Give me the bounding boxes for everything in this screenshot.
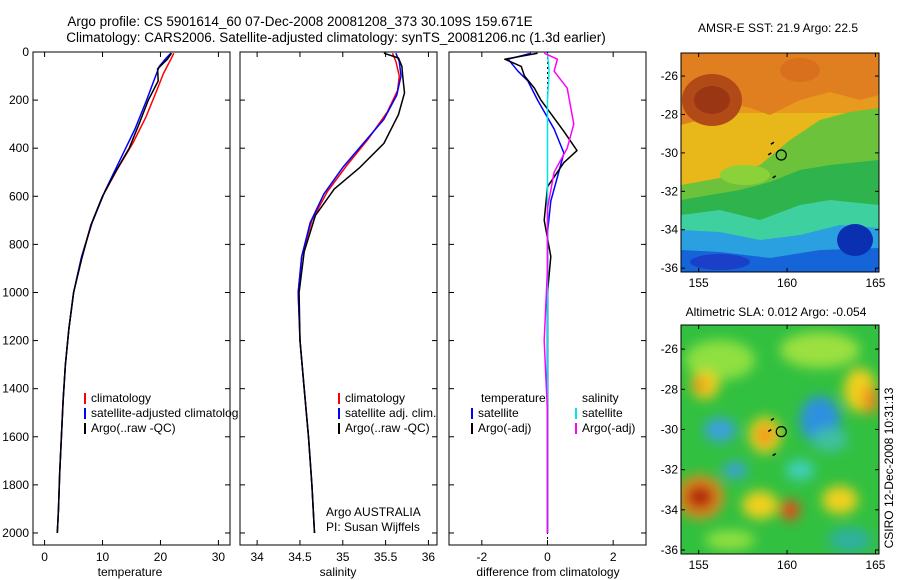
y-tick-label: 1400 <box>2 382 29 396</box>
temperature-xlabel: temperature <box>98 565 163 579</box>
map-y-tick-label: -30 <box>661 146 679 160</box>
legend-temperature-2: Argo(..raw -QC) <box>91 421 176 435</box>
sst-heatmap <box>681 53 879 272</box>
x-tick-label-temperature: 10 <box>96 550 110 564</box>
map-y-tick-label: -28 <box>661 107 679 121</box>
y-tick-label: 800 <box>9 237 29 251</box>
track-point <box>767 428 772 433</box>
series-line-difference-2 <box>546 53 550 533</box>
figure-title-line1: Argo profile: CS 5901614_60 07-Dec-2008 … <box>67 14 532 29</box>
series-line-salinity-2 <box>298 52 406 534</box>
legend-salinity-2: Argo(..raw -QC) <box>345 421 430 435</box>
legend-diff-sal-1: Argo(-adj) <box>582 421 635 435</box>
x-tick-label-salinity: 36 <box>422 550 436 564</box>
figure-title-line2: Climatology: CARS2006. Satellite-adjuste… <box>66 30 606 45</box>
sla-heatmap <box>681 325 879 554</box>
y-tick-label: 200 <box>9 93 29 107</box>
sst-map-title: AMSR-E SST: 21.9 Argo: 22.5 <box>698 21 858 35</box>
legend-diff-sal-0: satellite <box>582 406 623 420</box>
x-tick-label-salinity: 34 <box>250 550 264 564</box>
float-position-marker <box>775 426 787 438</box>
map-x-tick-label: 165 <box>865 558 885 572</box>
y-tick-label: 2000 <box>2 526 29 540</box>
y-tick-label: 400 <box>9 141 29 155</box>
y-tick-label: 1000 <box>2 285 29 299</box>
x-tick-label-difference: -2 <box>476 550 487 564</box>
series-line-temperature-2 <box>56 52 173 534</box>
sla-map-panel: Altimetric SLA: 0.012 Argo: -0.054 <box>661 305 886 572</box>
salinity-annotation-line2: PI: Susan Wijffels <box>326 520 420 534</box>
y-tick-label: 0 <box>22 45 29 59</box>
map-x-tick-label: 155 <box>689 276 709 290</box>
legend-temperature-0: climatology <box>91 391 151 405</box>
temperature-panel: 0 10 20 30 0 200 400 600 800 1000 1200 1400 1600 1800… <box>2 45 238 579</box>
map-x-tick-label: 160 <box>777 558 797 572</box>
map-x-tick-label: 160 <box>777 276 797 290</box>
x-tick-label-difference: 2 <box>610 550 617 564</box>
track-point <box>772 452 777 457</box>
map-x-tick-label: 155 <box>689 558 709 572</box>
legend-diff-temp-0: satellite <box>478 406 519 420</box>
timestamp-label: CSIRO 12-Dec-2008 10:31:13 <box>882 387 896 548</box>
map-y-tick-label: -32 <box>661 184 679 198</box>
x-tick-label-temperature: 20 <box>154 550 168 564</box>
x-tick-label-salinity: 35.5 <box>374 550 398 564</box>
legend-salinity-1: satellite adj. clim. <box>345 406 436 420</box>
map-y-tick-label: -26 <box>661 69 679 83</box>
legend-diff-temp-1: Argo(-adj) <box>478 421 531 435</box>
track-point <box>772 175 777 179</box>
y-tick-label: 1200 <box>2 334 29 348</box>
series-line-difference-3 <box>543 52 575 533</box>
legend-salinity-0: climatology <box>345 391 405 405</box>
x-tick-label-temperature: 30 <box>212 550 226 564</box>
legend-temperature-1: satellite-adjusted climatolog <box>91 406 238 420</box>
sla-map-title: Altimetric SLA: 0.012 Argo: -0.054 <box>686 305 867 319</box>
track-point <box>770 141 775 145</box>
sst-map-panel: AMSR-E SST: 21.9 Argo: 22.5 155 160 165 -26… <box>661 21 886 290</box>
track-point <box>767 152 772 156</box>
track-point <box>770 417 775 422</box>
map-x-tick-label: 165 <box>865 276 885 290</box>
salinity-xlabel: salinity <box>320 565 357 579</box>
map-y-tick-label: -26 <box>661 342 679 356</box>
x-tick-label-difference: 0 <box>544 550 551 564</box>
x-tick-label-temperature: 0 <box>41 550 48 564</box>
map-y-tick-label: -36 <box>661 261 679 275</box>
y-tick-label: 1600 <box>2 430 29 444</box>
map-y-tick-label: -34 <box>661 503 679 517</box>
y-tick-label: 1800 <box>2 478 29 492</box>
x-tick-label-salinity: 34.5 <box>288 550 312 564</box>
x-tick-label-salinity: 35 <box>336 550 350 564</box>
y-tick-label: 600 <box>9 189 29 203</box>
map-y-tick-label: -34 <box>661 223 679 237</box>
legend-salinity-title: salinity <box>582 391 619 405</box>
map-y-tick-label: -36 <box>661 543 679 557</box>
map-y-tick-label: -32 <box>661 463 679 477</box>
salinity-annotation-line1: Argo AUSTRALIA <box>326 505 421 519</box>
map-y-tick-label: -30 <box>661 422 679 436</box>
legend-temperature-title: temperature <box>481 391 546 405</box>
float-position-marker <box>775 149 787 161</box>
difference-xlabel: difference from climatology <box>476 565 619 579</box>
map-y-tick-label: -28 <box>661 382 679 396</box>
